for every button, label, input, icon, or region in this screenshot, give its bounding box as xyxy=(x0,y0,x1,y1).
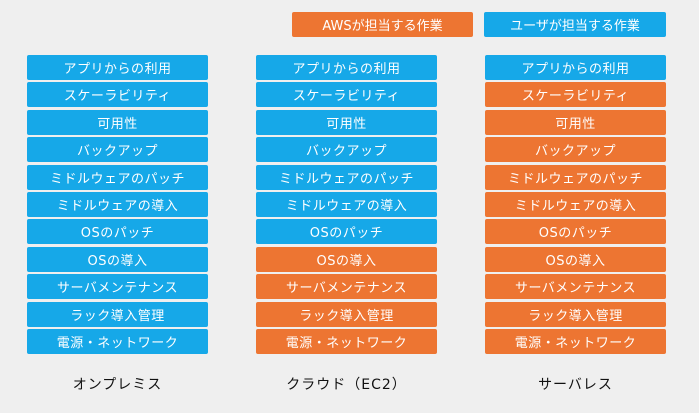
task-cell: 電源・ネットワーク xyxy=(256,328,437,354)
task-cell: サーバメンテナンス xyxy=(485,274,666,300)
task-cell: ラック導入管理 xyxy=(27,301,208,327)
task-cell: スケーラビリティ xyxy=(27,82,208,108)
column-cloud-ec2: アプリからの利用 スケーラビリティ 可用性 バックアップ ミドルウェアのパッチ ミドルウェ… xyxy=(256,55,437,356)
task-cell: ミドルウェアのパッチ xyxy=(256,164,437,190)
task-cell: ミドルウェアのパッチ xyxy=(485,164,666,190)
column-label-on-premises: オンプレミス xyxy=(72,377,163,393)
task-cell: サーバメンテナンス xyxy=(256,274,437,300)
task-cell: OSのパッチ xyxy=(27,219,208,245)
task-cell: 可用性 xyxy=(27,109,208,135)
task-cell: 電源・ネットワーク xyxy=(27,328,208,354)
task-cell: アプリからの利用 xyxy=(27,55,208,80)
task-cell: OSの導入 xyxy=(485,246,666,272)
task-cell: バックアップ xyxy=(485,137,666,163)
task-cell: ミドルウェアの導入 xyxy=(27,191,208,217)
column-label-cloud-ec2: クラウド（EC2） xyxy=(286,377,407,393)
column-on-premises: アプリからの利用 スケーラビリティ 可用性 バックアップ ミドルウェアのパッチ ミドルウェ… xyxy=(27,55,208,356)
task-cell: OSのパッチ xyxy=(485,219,666,245)
task-cell: サーバメンテナンス xyxy=(27,274,208,300)
task-cell: ラック導入管理 xyxy=(485,301,666,327)
task-cell: スケーラビリティ xyxy=(256,82,437,108)
task-cell: バックアップ xyxy=(256,137,437,163)
legend-aws: AWSが担当する作業 xyxy=(292,12,473,37)
task-cell: 電源・ネットワーク xyxy=(485,328,666,354)
column-serverless: アプリからの利用 スケーラビリティ 可用性 バックアップ ミドルウェアのパッチ ミドルウェ… xyxy=(485,55,666,356)
task-cell: OSのパッチ xyxy=(256,219,437,245)
task-cell: 可用性 xyxy=(256,109,437,135)
task-cell: アプリからの利用 xyxy=(485,55,666,80)
task-cell: ミドルウェアの導入 xyxy=(485,191,666,217)
task-cell: OSの導入 xyxy=(27,246,208,272)
task-cell: OSの導入 xyxy=(256,246,437,272)
legend-user: ユーザが担当する作業 xyxy=(484,12,666,37)
task-cell: ミドルウェアのパッチ xyxy=(27,164,208,190)
task-cell: 可用性 xyxy=(485,109,666,135)
column-label-serverless: サーバレス xyxy=(538,377,613,393)
task-cell: アプリからの利用 xyxy=(256,55,437,80)
task-cell: ミドルウェアの導入 xyxy=(256,191,437,217)
task-cell: ラック導入管理 xyxy=(256,301,437,327)
legend-user-label: ユーザが担当する作業 xyxy=(510,19,640,34)
legend-aws-label: AWSが担当する作業 xyxy=(322,19,443,34)
task-cell: スケーラビリティ xyxy=(485,82,666,108)
task-cell: バックアップ xyxy=(27,137,208,163)
